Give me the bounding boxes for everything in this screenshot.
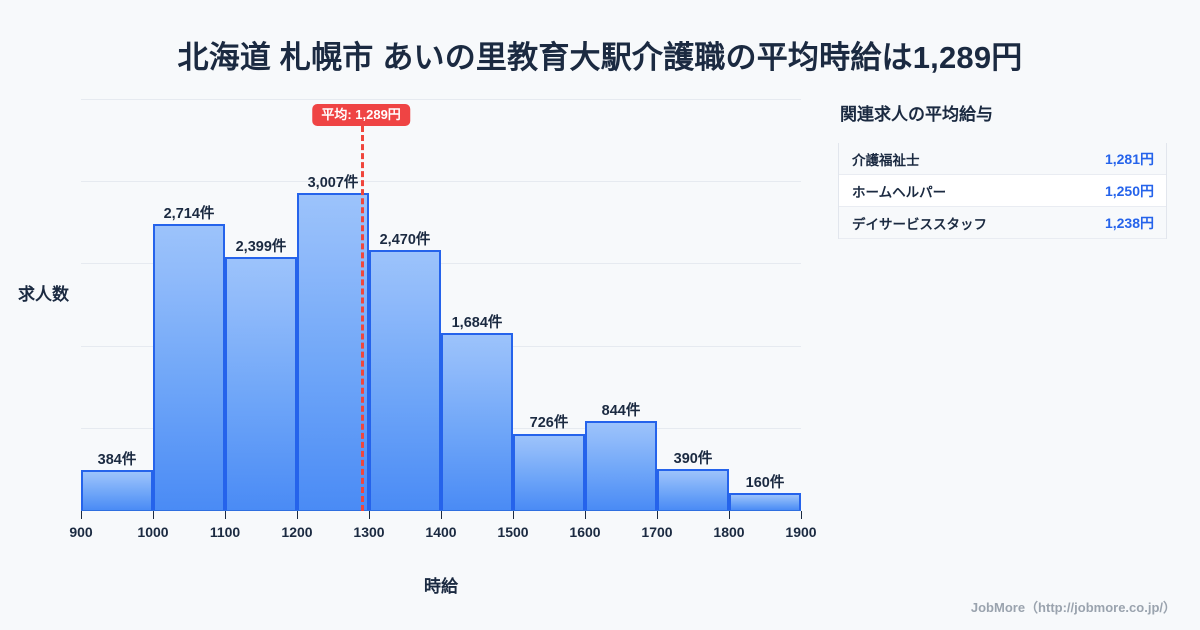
histogram-bar (441, 332, 513, 510)
x-axis-tick-label: 1400 (425, 524, 457, 540)
bar-value-label: 2,399件 (235, 239, 287, 256)
x-axis-tick (585, 511, 586, 519)
x-axis-tick (369, 511, 370, 519)
bar-value-label: 844件 (601, 403, 641, 420)
salary-amount: 1,281円 (1104, 150, 1154, 167)
histogram-chart: 求人数 900 1000 1100 1200 1300 1400 1500 1600 1700 1… (18, 99, 817, 596)
x-axis-tick-label: 1700 (641, 524, 673, 540)
x-axis-tick-label: 1300 (353, 524, 385, 540)
page-title: 北海道 札幌市 あいの里教育大駅介護職の平均時給は1,289円 (177, 40, 1023, 75)
y-axis-title: 求人数 (18, 285, 69, 304)
bar-value-label: 384件 (97, 451, 137, 468)
histogram-bar (225, 257, 297, 510)
x-axis-title: 時給 (424, 577, 458, 596)
gridline (81, 181, 801, 183)
salary-job-name: デイサービススタッフ (852, 216, 987, 232)
x-axis-tick (297, 511, 298, 519)
bar-value-label: 726件 (529, 415, 569, 432)
related-salary-table: 介護福祉士 1,281円ホームヘルパー 1,250円デイサービススタッフ 1,238円 (838, 143, 1167, 239)
salary-table-row[interactable]: ホームヘルパー 1,250円 (839, 175, 1166, 207)
average-line (361, 117, 365, 511)
salary-job-name: 介護福祉士 (852, 152, 920, 168)
salary-amount: 1,238円 (1104, 214, 1154, 231)
x-axis-tick-label: 1200 (281, 524, 313, 540)
x-axis-tick-label: 1000 (137, 524, 169, 540)
histogram-bar (657, 468, 729, 510)
x-axis-tick-label: 1900 (785, 524, 817, 540)
bar-value-label: 2,714件 (163, 205, 215, 222)
x-axis-tick (225, 511, 226, 519)
histogram-bar (369, 249, 441, 510)
salary-job-name: ホームヘルパー (852, 184, 947, 200)
related-salary-panel: 関連求人の平均給与 介護福祉士 1,281円ホームヘルパー 1,250円デイサービス… (838, 100, 1168, 239)
histogram-bar (153, 224, 225, 510)
histogram-bar (297, 193, 369, 510)
x-axis-tick-label: 1100 (209, 524, 241, 540)
x-axis-tick (657, 511, 658, 519)
x-axis-tick-label: 1500 (497, 524, 529, 540)
x-axis-tick (513, 511, 514, 519)
histogram-bar (729, 493, 801, 510)
x-axis-baseline (81, 509, 801, 511)
histogram-bar (585, 421, 657, 510)
salary-table-row[interactable]: デイサービススタッフ 1,238円 (839, 207, 1166, 239)
histogram-bar (513, 433, 585, 510)
x-axis-tick (729, 511, 730, 519)
x-axis-tick (153, 511, 154, 519)
salary-table-row[interactable]: 介護福祉士 1,281円 (839, 143, 1166, 175)
histogram-bar (81, 469, 153, 510)
x-axis-tick-label: 1800 (713, 524, 745, 540)
x-axis-tick-label: 1600 (569, 524, 601, 540)
salary-amount: 1,250円 (1104, 182, 1154, 199)
bar-value-label: 2,470件 (379, 231, 431, 248)
x-axis-tick (81, 511, 82, 519)
gridline (81, 263, 801, 265)
x-axis-tick-label: 900 (69, 524, 93, 540)
x-axis-tick (441, 511, 442, 519)
bar-value-label: 160件 (745, 475, 785, 492)
footer-watermark: JobMore（http://jobmore.co.jp/） (970, 600, 1176, 615)
average-badge: 平均: 1,289円 (312, 104, 410, 126)
related-salary-heading: 関連求人の平均給与 (840, 105, 993, 124)
bar-value-label: 3,007件 (307, 175, 359, 192)
x-axis-tick (801, 511, 802, 519)
bar-value-label: 390件 (673, 450, 713, 467)
bar-value-label: 1,684件 (451, 314, 503, 331)
gridline (81, 99, 801, 100)
